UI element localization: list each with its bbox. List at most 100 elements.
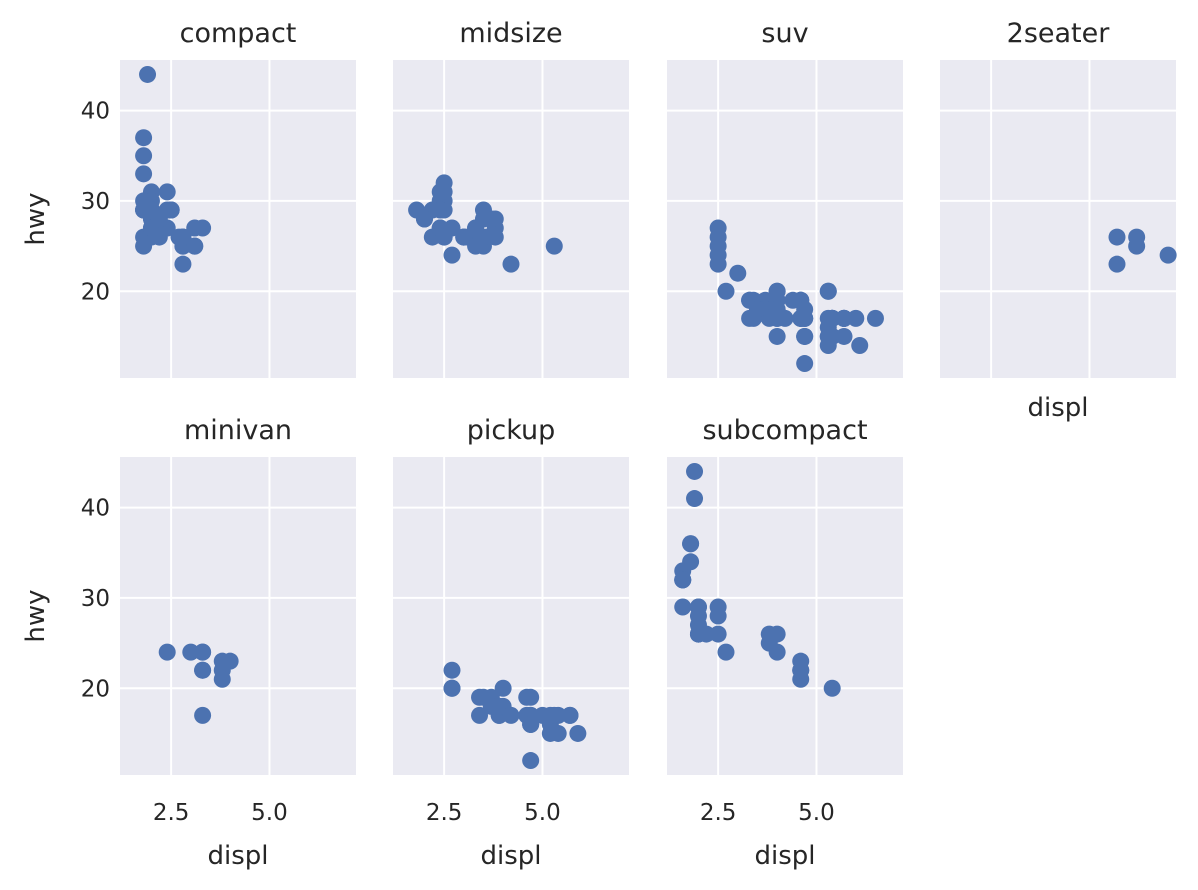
x-tick-label: 5.0 bbox=[251, 800, 288, 826]
data-point bbox=[158, 183, 176, 201]
data-point bbox=[717, 282, 735, 300]
data-point bbox=[768, 282, 786, 300]
y-axis-label: hwy bbox=[21, 589, 51, 642]
data-point bbox=[674, 571, 692, 589]
data-point bbox=[768, 643, 786, 661]
data-point bbox=[1108, 228, 1126, 246]
data-point bbox=[819, 327, 837, 345]
facet-title: suv bbox=[761, 18, 808, 49]
data-point bbox=[135, 165, 153, 183]
facet-title: minivan bbox=[184, 415, 292, 446]
data-point bbox=[194, 661, 212, 679]
data-point bbox=[748, 300, 766, 318]
data-point bbox=[835, 309, 853, 327]
x-tick-label: 5.0 bbox=[798, 800, 835, 826]
data-point bbox=[823, 679, 841, 697]
data-point bbox=[796, 355, 814, 373]
facet-title: subcompact bbox=[702, 415, 867, 446]
data-point bbox=[443, 679, 461, 697]
data-point bbox=[689, 625, 707, 643]
facet-panel-subcompact: subcompact 2.5 5.0 displ bbox=[667, 415, 903, 871]
facet-panel-compact: compact 20 30 40 hwy bbox=[21, 18, 356, 378]
data-point bbox=[689, 607, 707, 625]
data-point bbox=[729, 264, 747, 282]
data-point bbox=[682, 535, 700, 553]
data-point bbox=[518, 688, 536, 706]
data-point bbox=[1159, 246, 1177, 264]
x-tick-label: 2.5 bbox=[700, 800, 737, 826]
data-point bbox=[443, 661, 461, 679]
y-tick-label: 40 bbox=[81, 496, 110, 522]
data-point bbox=[682, 553, 700, 571]
facet-title: compact bbox=[180, 18, 297, 49]
facet-title: 2seater bbox=[1007, 18, 1111, 49]
y-axis-label: hwy bbox=[21, 192, 51, 245]
data-point bbox=[674, 598, 692, 616]
data-point bbox=[135, 147, 153, 165]
data-point bbox=[135, 129, 153, 147]
panel-background bbox=[940, 60, 1176, 378]
data-point bbox=[686, 462, 704, 480]
data-point bbox=[522, 715, 540, 733]
data-point bbox=[545, 237, 563, 255]
data-point bbox=[158, 643, 176, 661]
data-point bbox=[792, 661, 810, 679]
facet-panel-midsize: midsize bbox=[393, 18, 629, 378]
data-point bbox=[866, 309, 884, 327]
data-point bbox=[443, 219, 461, 237]
data-point bbox=[541, 706, 559, 724]
data-point bbox=[522, 752, 540, 770]
data-point bbox=[768, 327, 786, 345]
data-point bbox=[502, 706, 520, 724]
panel-background bbox=[393, 457, 629, 775]
data-point bbox=[170, 228, 188, 246]
data-point bbox=[467, 219, 485, 237]
facet-panel-suv: suv bbox=[667, 18, 903, 378]
y-tick-label: 30 bbox=[81, 189, 110, 215]
data-point bbox=[194, 706, 212, 724]
data-point bbox=[835, 327, 853, 345]
data-point bbox=[194, 219, 212, 237]
x-tick-label: 2.5 bbox=[426, 800, 463, 826]
data-point bbox=[162, 201, 180, 219]
data-point bbox=[709, 625, 727, 643]
data-point bbox=[549, 724, 567, 742]
data-point bbox=[194, 643, 212, 661]
data-point bbox=[435, 183, 453, 201]
x-axis-label: displ bbox=[1027, 393, 1088, 423]
x-tick-label: 5.0 bbox=[524, 800, 561, 826]
data-point bbox=[717, 643, 735, 661]
data-point bbox=[455, 228, 473, 246]
y-tick-label: 30 bbox=[81, 586, 110, 612]
data-point bbox=[851, 336, 869, 354]
data-point bbox=[847, 309, 865, 327]
data-point bbox=[823, 309, 841, 327]
data-point bbox=[490, 697, 508, 715]
data-point bbox=[150, 210, 168, 228]
panel-background bbox=[667, 60, 903, 378]
facet-panel-pickup: pickup 2.5 5.0 displ bbox=[393, 415, 629, 871]
y-tick-label: 20 bbox=[81, 676, 110, 702]
x-tick-label: 2.5 bbox=[153, 800, 190, 826]
data-point bbox=[686, 490, 704, 508]
facet-title: midsize bbox=[459, 18, 562, 49]
data-point bbox=[768, 300, 786, 318]
data-point bbox=[186, 237, 204, 255]
data-point bbox=[1128, 237, 1146, 255]
data-point bbox=[784, 291, 802, 309]
data-point bbox=[474, 688, 492, 706]
data-point bbox=[174, 255, 192, 273]
data-point bbox=[415, 210, 433, 228]
data-point bbox=[819, 282, 837, 300]
data-point bbox=[768, 625, 786, 643]
data-point bbox=[796, 300, 814, 318]
data-point bbox=[709, 255, 727, 273]
facet-panel-minivan: minivan 20 30 40 hwy 2.5 5.0 displ bbox=[21, 415, 356, 871]
data-point bbox=[796, 327, 814, 345]
data-point bbox=[182, 643, 200, 661]
data-point bbox=[221, 652, 239, 670]
facet-title: pickup bbox=[467, 415, 556, 446]
data-point bbox=[443, 246, 461, 264]
panel-background bbox=[120, 457, 356, 775]
